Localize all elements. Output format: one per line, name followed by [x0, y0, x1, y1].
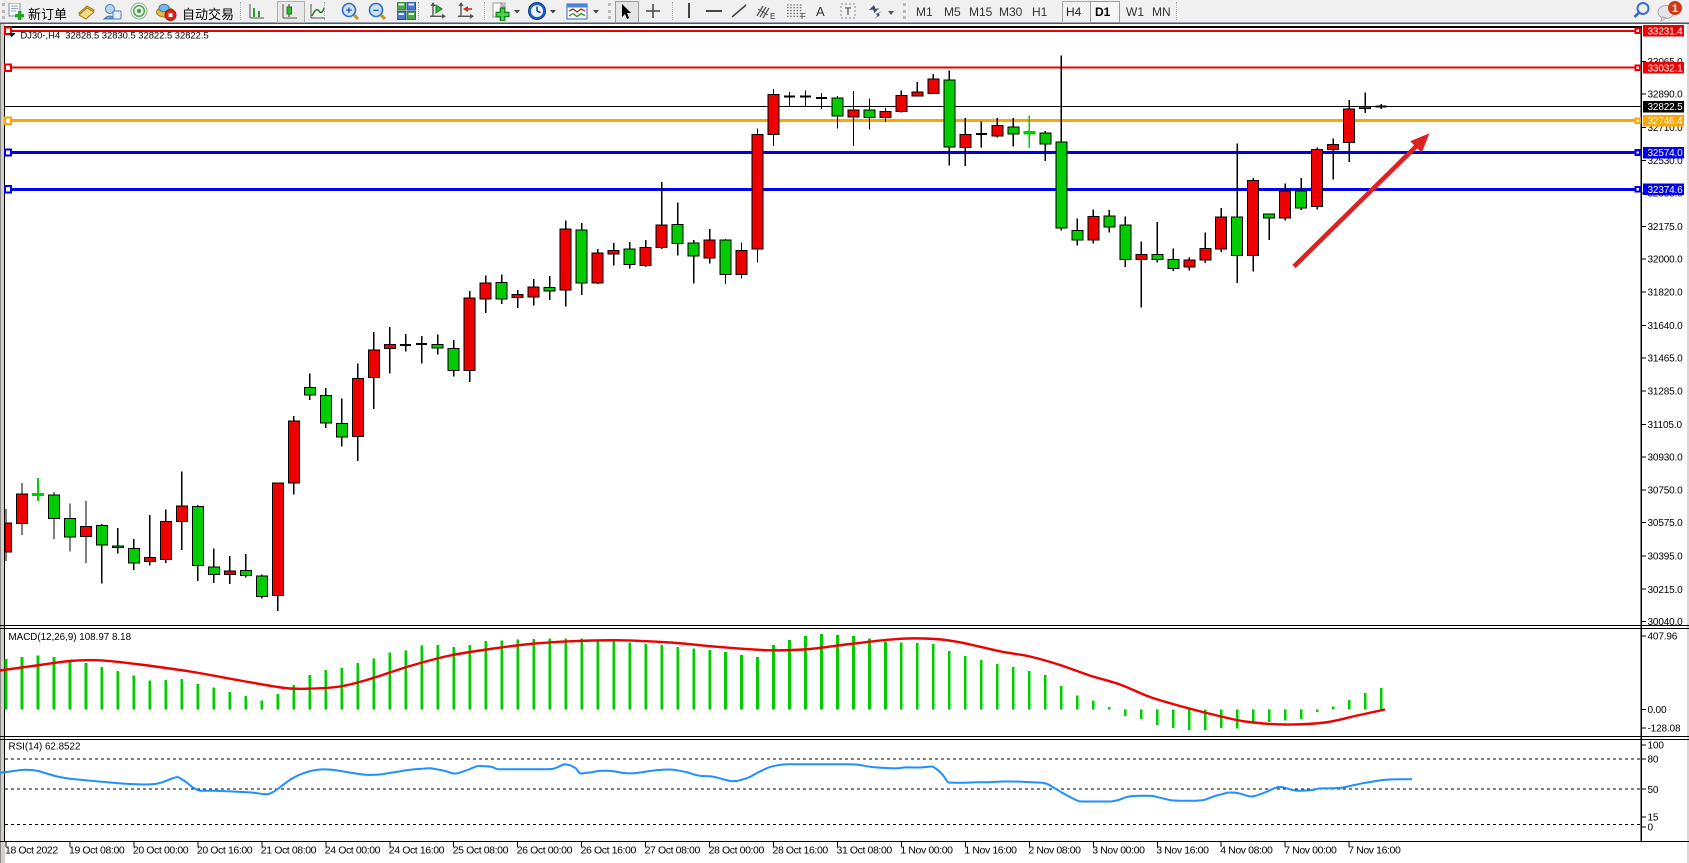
svg-text:0: 0: [1648, 823, 1654, 834]
svg-text:31 Oct 08:00: 31 Oct 08:00: [837, 845, 893, 857]
svg-text:7 Nov 00:00: 7 Nov 00:00: [1284, 845, 1337, 857]
svg-text:−: −: [373, 5, 379, 17]
svg-text:RSI(14) 62.8522: RSI(14) 62.8522: [9, 742, 81, 753]
svg-text:3 Nov 00:00: 3 Nov 00:00: [1092, 845, 1145, 857]
svg-text:31285.0: 31285.0: [1648, 387, 1684, 398]
svg-text:30215.0: 30215.0: [1648, 585, 1684, 596]
svg-text:30750.0: 30750.0: [1648, 486, 1684, 497]
svg-text:32746.4: 32746.4: [1648, 116, 1684, 127]
svg-text:24 Oct 00:00: 24 Oct 00:00: [325, 845, 381, 857]
svg-text:31820.0: 31820.0: [1648, 288, 1684, 299]
svg-text:26 Oct 16:00: 26 Oct 16:00: [581, 845, 637, 857]
svg-text:MACD(12,26,9) 108.97 8.18: MACD(12,26,9) 108.97 8.18: [9, 632, 132, 643]
svg-text:+: +: [346, 5, 352, 17]
svg-text:25 Oct 08:00: 25 Oct 08:00: [453, 845, 509, 857]
svg-text:24 Oct 16:00: 24 Oct 16:00: [389, 845, 445, 857]
svg-text:32574.0: 32574.0: [1648, 148, 1684, 159]
svg-text:DJ30-,H4 32828.5 32830.5 3282: DJ30-,H4 32828.5 32830.5 32822.5 32822.5: [21, 30, 209, 41]
svg-text:0.00: 0.00: [1648, 705, 1667, 716]
svg-text:15: 15: [1648, 813, 1659, 824]
svg-text:F: F: [801, 12, 806, 20]
svg-text:4 Nov 08:00: 4 Nov 08:00: [1220, 845, 1273, 857]
svg-text:2 Nov 08:00: 2 Nov 08:00: [1028, 845, 1081, 857]
svg-text:27 Oct 08:00: 27 Oct 08:00: [645, 845, 701, 857]
svg-text:407.96: 407.96: [1648, 632, 1678, 643]
svg-text:30575.0: 30575.0: [1648, 518, 1684, 529]
svg-text:30395.0: 30395.0: [1648, 552, 1684, 563]
svg-text:1: 1: [1672, 3, 1678, 15]
svg-text:32890.0: 32890.0: [1648, 90, 1684, 101]
svg-text:31105.0: 31105.0: [1648, 420, 1683, 431]
svg-text:7 Nov 16:00: 7 Nov 16:00: [1348, 845, 1401, 857]
svg-text:32374.6: 32374.6: [1648, 185, 1684, 196]
svg-text:30930.0: 30930.0: [1648, 452, 1684, 463]
svg-text:31640.0: 31640.0: [1648, 321, 1684, 332]
svg-text:32822.5: 32822.5: [1648, 102, 1684, 113]
svg-text:19 Oct 08:00: 19 Oct 08:00: [69, 845, 125, 857]
svg-text:E: E: [770, 12, 775, 20]
svg-text:21 Oct 08:00: 21 Oct 08:00: [261, 845, 317, 857]
svg-text:T: T: [845, 6, 852, 18]
svg-text:30040.0: 30040.0: [1648, 617, 1684, 628]
svg-text:28 Oct 16:00: 28 Oct 16:00: [773, 845, 829, 857]
svg-text:28 Oct 00:00: 28 Oct 00:00: [709, 845, 765, 857]
svg-text:1 Nov 16:00: 1 Nov 16:00: [964, 845, 1017, 857]
svg-text:33032.1: 33032.1: [1648, 63, 1684, 74]
svg-text:33231.4: 33231.4: [1648, 26, 1684, 37]
svg-text:80: 80: [1648, 755, 1659, 766]
svg-text:1 Nov 00:00: 1 Nov 00:00: [900, 845, 953, 857]
svg-text:32710.0: 32710.0: [1648, 123, 1684, 134]
svg-text:32175.0: 32175.0: [1648, 222, 1684, 233]
svg-text:31465.0: 31465.0: [1648, 353, 1684, 364]
svg-text:100: 100: [1648, 741, 1665, 752]
svg-text:26 Oct 00:00: 26 Oct 00:00: [517, 845, 573, 857]
svg-text:3 Nov 16:00: 3 Nov 16:00: [1156, 845, 1209, 857]
svg-text:-128.08: -128.08: [1648, 724, 1681, 735]
svg-text:18 Oct 2022: 18 Oct 2022: [5, 845, 58, 857]
svg-text:50: 50: [1648, 785, 1659, 796]
svg-text:20 Oct 00:00: 20 Oct 00:00: [133, 845, 189, 857]
svg-text:20 Oct 16:00: 20 Oct 16:00: [197, 845, 253, 857]
svg-text:32530.0: 32530.0: [1648, 156, 1684, 167]
svg-text:32000.0: 32000.0: [1648, 254, 1684, 265]
